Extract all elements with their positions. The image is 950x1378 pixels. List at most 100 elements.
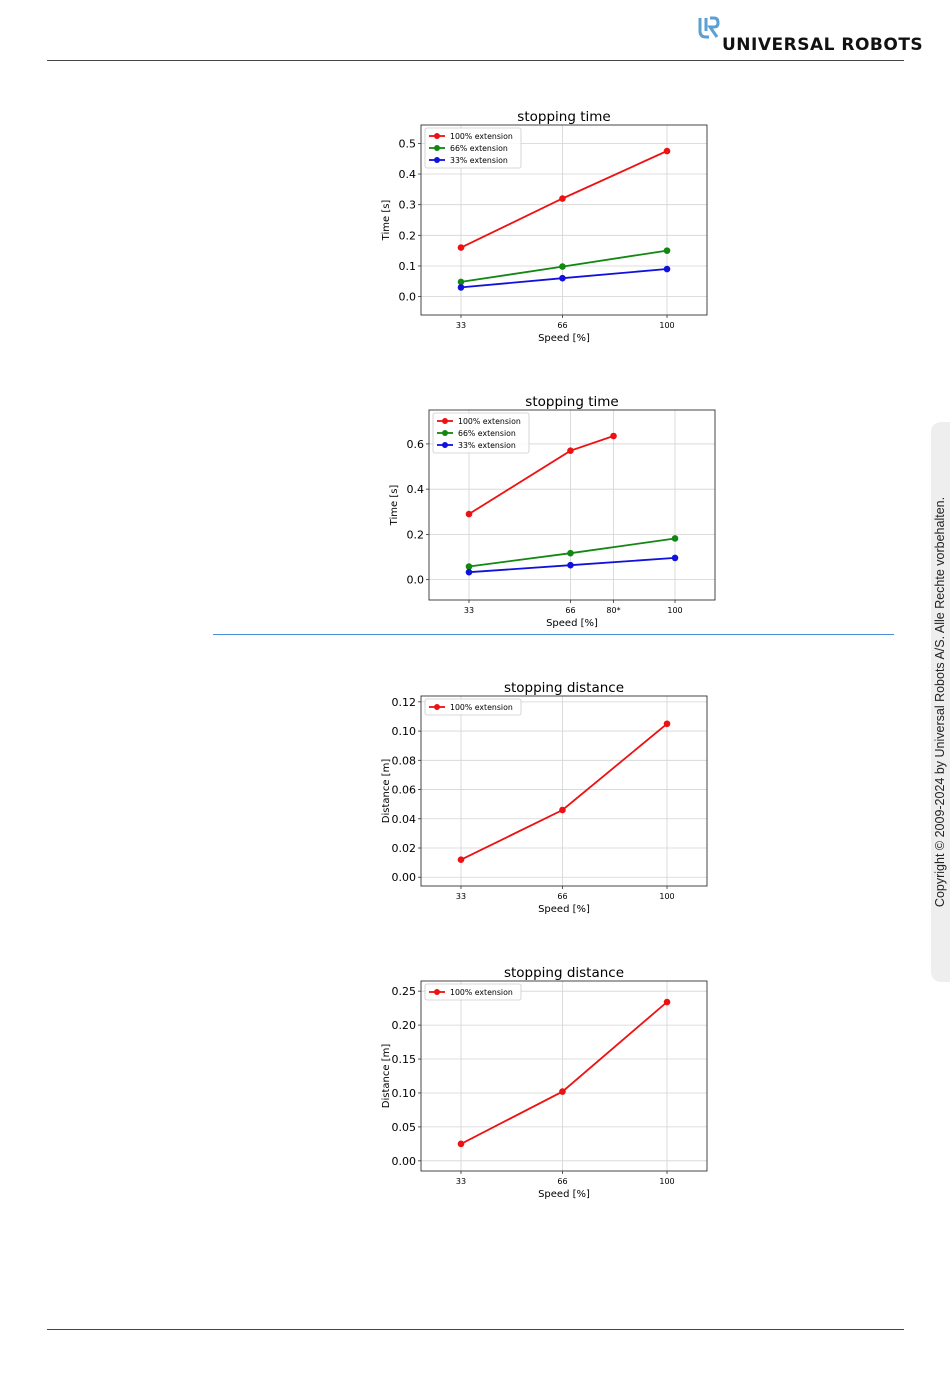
x-tick-label: 80* — [606, 606, 620, 615]
legend-label: 100% extension — [458, 417, 521, 426]
x-tick-label: 100 — [659, 892, 674, 901]
legend-label: 66% extension — [450, 144, 508, 153]
y-tick-label: 0.10 — [392, 1087, 417, 1100]
data-point — [671, 554, 679, 562]
data-point — [559, 195, 566, 202]
chart-svg: stopping time 33 66 100 0.0 0.1 0.2 0.3 0.4 0.5 Sp… — [381, 109, 708, 344]
data-point — [457, 278, 465, 286]
y-axis-label: Distance [m] — [381, 1044, 392, 1109]
data-point — [457, 1140, 465, 1148]
data-point — [457, 284, 465, 291]
data-point — [559, 274, 566, 282]
section-divider — [213, 634, 894, 635]
x-axis-label: Speed [%] — [538, 1189, 590, 1200]
y-tick-label: 0.20 — [392, 1019, 417, 1032]
x-axis-label: Speed [%] — [546, 618, 598, 629]
y-tick-label: 0.10 — [392, 725, 417, 738]
plot-frame — [428, 409, 716, 601]
y-tick-label: 0.02 — [392, 842, 417, 855]
brand-name: UNIVERSAL ROBOTS — [722, 35, 924, 55]
side-tab — [931, 422, 950, 982]
legend-label: 33% extension — [458, 441, 516, 450]
data-point — [457, 244, 465, 251]
legend-box — [424, 698, 522, 716]
y-tick-label: 0.4 — [399, 168, 417, 181]
x-tick-label: 33 — [456, 321, 466, 330]
legend-label: 33% extension — [450, 156, 508, 165]
chart-title: stopping distance — [504, 965, 624, 981]
y-tick-label: 0.3 — [399, 199, 417, 212]
y-tick-label: 0.1 — [399, 260, 417, 273]
data-point — [663, 147, 671, 155]
plot-frame — [420, 124, 708, 316]
legend-label: 100% extension — [450, 988, 513, 997]
y-tick-label: 0.6 — [407, 438, 425, 451]
y-tick-label: 0.04 — [392, 813, 417, 826]
legend-box — [424, 983, 522, 1001]
y-tick-label: 0.00 — [392, 1155, 417, 1168]
y-tick-label: 0.25 — [392, 985, 417, 998]
footer-divider — [47, 1329, 904, 1330]
chart-svg: stopping time 33 66 80* 100 0.0 0.2 0.4 0.6 Speed… — [389, 394, 716, 629]
legend-marker — [434, 145, 440, 151]
y-axis-label: Time [s] — [389, 485, 400, 527]
legend-label: 100% extension — [450, 703, 513, 712]
x-tick-label: 66 — [557, 892, 567, 901]
y-tick-label: 0.0 — [407, 574, 425, 587]
stopping-distance-chart-2: stopping distance 33 66 100 0.00 0.05 0.10 0.15… — [375, 960, 720, 1205]
x-axis-label: Speed [%] — [538, 904, 590, 915]
y-tick-label: 0.00 — [392, 871, 417, 884]
y-tick-label: 0.15 — [392, 1053, 417, 1066]
legend-marker — [434, 133, 440, 139]
x-tick-label: 33 — [456, 1177, 466, 1186]
data-point — [610, 432, 617, 440]
copyright-notice: Copyright © 2009-2024 by Universal Robot… — [933, 496, 947, 908]
y-tick-label: 0.05 — [392, 1121, 417, 1134]
data-point — [465, 510, 473, 518]
legend-label: 100% extension — [450, 132, 513, 141]
data-point — [663, 720, 671, 728]
x-tick-label: 33 — [464, 606, 474, 615]
data-point — [559, 263, 566, 270]
plot-frame — [420, 980, 708, 1172]
stopping-time-chart-2: stopping time 33 66 80* 100 0.0 0.2 0.4 0.6 Speed… — [383, 389, 728, 634]
data-point — [457, 856, 465, 863]
y-tick-label: 0.2 — [399, 229, 417, 242]
header-divider — [47, 60, 904, 61]
stopping-distance-chart-1: stopping distance 33 66 100 0.00 0.02 0.04 0.06… — [375, 675, 720, 920]
x-tick-label: 66 — [557, 321, 567, 330]
y-tick-label: 0.0 — [399, 291, 417, 304]
data-point — [663, 247, 671, 254]
legend-marker — [434, 989, 440, 995]
y-axis-label: Distance [m] — [381, 759, 392, 824]
legend-marker — [442, 442, 448, 448]
data-point — [559, 806, 566, 814]
legend-label: 66% extension — [458, 429, 516, 438]
y-tick-label: 0.06 — [392, 784, 417, 797]
series-line — [460, 1001, 668, 1145]
data-point — [465, 563, 473, 570]
legend-box — [432, 412, 530, 454]
y-axis-label: Time [s] — [381, 200, 392, 242]
chart-svg: stopping distance 33 66 100 0.00 0.05 0.10 0.15… — [381, 965, 708, 1200]
x-tick-label: 100 — [659, 1177, 674, 1186]
x-axis-label: Speed [%] — [538, 333, 590, 344]
data-point — [663, 998, 671, 1006]
chart-title: stopping time — [517, 109, 610, 125]
chart-title: stopping time — [525, 394, 618, 410]
x-tick-label: 66 — [557, 1177, 567, 1186]
stopping-time-chart-1: stopping time 33 66 100 0.0 0.1 0.2 0.3 0.4 0.5 Sp… — [375, 104, 720, 349]
data-point — [559, 1088, 566, 1095]
data-point — [465, 568, 473, 576]
data-point — [663, 265, 671, 273]
x-tick-label: 33 — [456, 892, 466, 901]
chart-title: stopping distance — [504, 680, 624, 696]
chart-svg: stopping distance 33 66 100 0.00 0.02 0.04 0.06… — [381, 680, 708, 915]
universal-robots-logo: UNIVERSAL ROBOTS — [698, 16, 923, 56]
data-point — [567, 561, 574, 569]
series-line — [460, 723, 668, 861]
legend-marker — [442, 430, 448, 436]
y-tick-label: 0.12 — [392, 696, 417, 709]
x-tick-label: 66 — [565, 606, 575, 615]
y-tick-label: 0.4 — [407, 483, 425, 496]
